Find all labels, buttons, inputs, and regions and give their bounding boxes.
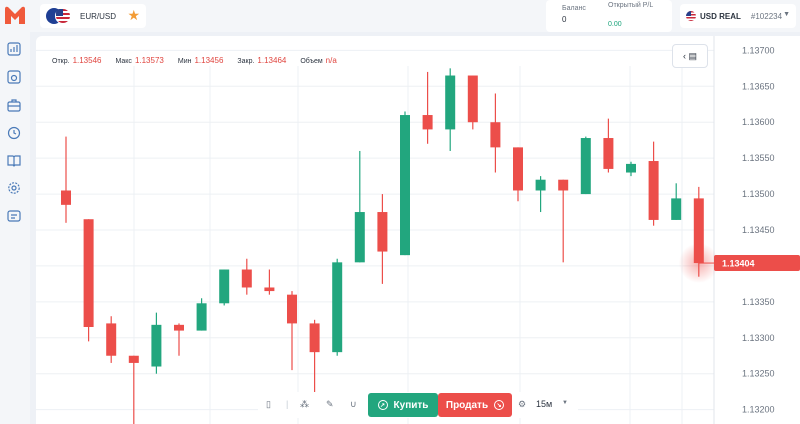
candle-down: [309, 323, 320, 353]
settings-gear-icon[interactable]: [7, 181, 21, 195]
y-tick-label: 1.13300: [742, 333, 775, 343]
open-pl-label: Открытый P/L: [608, 2, 654, 9]
y-tick-label: 1.13600: [742, 117, 775, 127]
low-value: 1.13456: [194, 56, 224, 65]
volume-value: n/a: [325, 56, 337, 65]
chart-panel[interactable]: 1.13700 1.13650 1.13600 1.13550 1.13500 1.134…: [36, 36, 800, 424]
y-tick-label: 1.13450: [742, 225, 775, 235]
volume-label: Объем: [300, 58, 323, 65]
current-price-badge: [714, 255, 800, 272]
logo-icon[interactable]: [4, 5, 26, 25]
candle-down: [61, 190, 71, 205]
draw-tool-icon[interactable]: ✎: [326, 399, 334, 409]
chart-icon[interactable]: [7, 42, 21, 56]
candle-up: [400, 115, 410, 256]
divider: |: [286, 399, 289, 409]
candle-up: [332, 262, 343, 353]
open-label: Откр.: [52, 58, 70, 65]
candle-down: [513, 147, 523, 191]
book-icon[interactable]: ▯: [266, 399, 271, 409]
chat-icon[interactable]: [7, 209, 21, 223]
candle-up: [354, 212, 365, 263]
sell-button[interactable]: Продать ↘: [438, 393, 512, 417]
ohlc-readout: Откр. 1.13546 Макс 1.13573 Мин 1.13456 Закр…: [52, 56, 337, 65]
open-pl-value: 0.00: [608, 21, 622, 28]
y-tick-label: 1.13700: [742, 45, 775, 55]
y-tick-label: 1.13200: [742, 405, 775, 415]
candle-down: [558, 179, 569, 191]
sidebar: [0, 32, 30, 424]
instrument-selector[interactable]: EUR/USD ★: [40, 4, 146, 28]
book-icon[interactable]: [7, 153, 21, 167]
buy-button[interactable]: ↗ Купить: [368, 393, 438, 417]
candle-down: [241, 269, 252, 288]
chevron-left-icon: ‹: [682, 51, 686, 61]
magnet-icon[interactable]: ∪: [350, 399, 357, 409]
candle-down: [174, 324, 184, 331]
candle-up: [626, 163, 636, 173]
candle-up: [196, 303, 207, 331]
settings-gear-icon[interactable]: ⚙: [518, 399, 527, 409]
buy-label: Купить: [393, 399, 429, 411]
account-selector[interactable]: USD REAL #102234 ▼: [680, 4, 796, 28]
candle-up: [535, 179, 546, 191]
chart-settings-button[interactable]: ‹ ▤: [672, 44, 708, 68]
trade-toolbar: ▯ | ⁂ ✎ ∪ ↗ Купить Продать ↘ ⚙ 15м ▼: [258, 392, 578, 418]
indicators-icon[interactable]: ⁂: [300, 399, 309, 409]
candle-up: [219, 269, 230, 304]
document-icon: ▤: [688, 50, 698, 61]
low-label: Мин: [177, 58, 192, 65]
chevron-down-icon[interactable]: ▼: [562, 400, 568, 406]
candle-up: [151, 324, 162, 367]
candle-up: [580, 138, 591, 195]
high-value: 1.13573: [134, 56, 164, 65]
y-tick-label: 1.13350: [742, 297, 775, 307]
favorite-star-icon[interactable]: ★: [127, 7, 140, 23]
candle-down: [648, 161, 659, 220]
current-price-label: 1.13404: [722, 259, 755, 269]
high-label: Макс: [115, 58, 132, 65]
close-label: Закр.: [237, 58, 255, 65]
y-tick-label: 1.13500: [742, 189, 775, 199]
balance-label: Баланс: [562, 5, 586, 12]
arrow-down-icon: ↘: [494, 400, 505, 410]
portfolio-icon[interactable]: [7, 98, 21, 112]
account-summary: Баланс 0 Открытый P/L 0.00: [546, 0, 672, 32]
candle-down: [264, 287, 275, 292]
account-type: USD REAL: [700, 11, 741, 21]
clock-icon[interactable]: [7, 126, 21, 140]
candle-down: [490, 122, 501, 148]
account-number: #102234: [750, 11, 783, 21]
candle-down: [377, 212, 388, 252]
top-bar: EUR/USD ★ Баланс 0 Открытый P/L 0.00 USD…: [0, 0, 800, 32]
candle-down: [83, 219, 94, 327]
sell-label: Продать: [445, 399, 489, 411]
arrow-up-icon: ↗: [377, 400, 388, 410]
y-tick-label: 1.13550: [742, 153, 775, 163]
candle-down: [106, 323, 117, 356]
instrument-name: EUR/USD: [80, 11, 117, 21]
balance-value: 0: [562, 15, 567, 24]
usd-flag-icon: [686, 11, 696, 21]
candle-up: [671, 198, 682, 220]
open-value: 1.13546: [72, 56, 102, 65]
candle-down: [287, 294, 297, 324]
candle-down: [693, 198, 704, 264]
candle-up: [445, 75, 456, 130]
close-value: 1.13464: [257, 56, 287, 65]
candlestick-chart[interactable]: 1.13700 1.13650 1.13600 1.13550 1.13500 1.134…: [36, 36, 800, 424]
candle-down: [467, 75, 478, 123]
y-tick-label: 1.13250: [742, 369, 775, 379]
y-tick-label: 1.13650: [742, 81, 775, 91]
candle-down: [422, 115, 433, 130]
timeframe-value[interactable]: 15м: [536, 399, 553, 409]
chevron-down-icon: ▼: [783, 11, 790, 18]
candle-down: [128, 355, 139, 363]
eur-usd-flags-icon: [46, 8, 72, 24]
candle-down: [603, 138, 614, 169]
analytics-icon[interactable]: [7, 70, 21, 84]
